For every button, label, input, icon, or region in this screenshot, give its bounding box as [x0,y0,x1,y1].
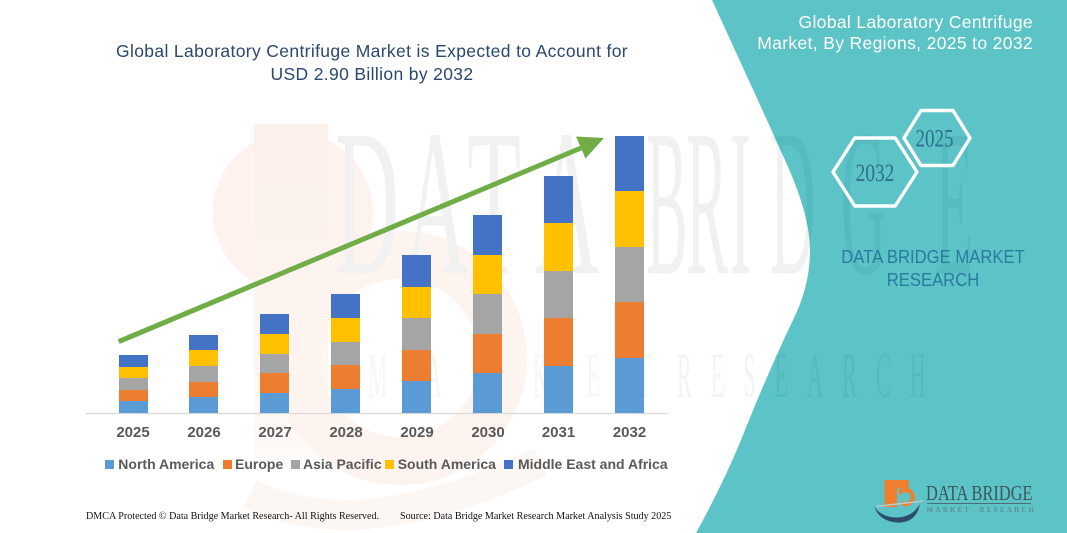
svg-text:2032: 2032 [856,158,895,186]
svg-text:2025: 2025 [916,124,954,152]
